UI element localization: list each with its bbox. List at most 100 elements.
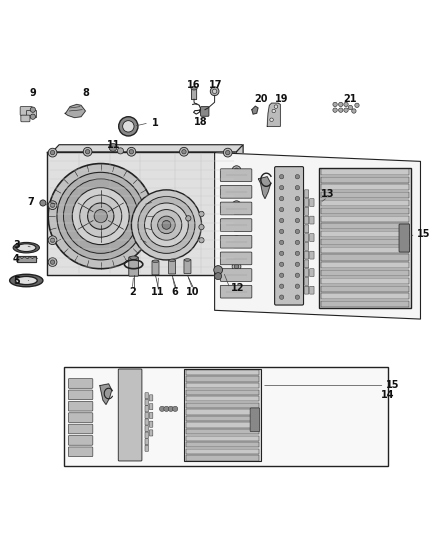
Bar [321,239,409,245]
Circle shape [355,103,359,108]
Bar [186,435,259,441]
Circle shape [333,108,337,112]
FancyBboxPatch shape [68,378,93,388]
Circle shape [295,262,300,266]
FancyBboxPatch shape [220,285,252,298]
Circle shape [272,109,276,113]
Text: 3: 3 [13,240,20,251]
Polygon shape [237,145,243,275]
FancyBboxPatch shape [118,369,142,461]
Bar [64,367,388,466]
Circle shape [279,295,284,300]
FancyBboxPatch shape [304,278,309,285]
FancyBboxPatch shape [319,168,411,308]
Circle shape [214,265,223,274]
FancyBboxPatch shape [184,369,261,462]
Ellipse shape [17,244,36,252]
Circle shape [295,185,300,190]
FancyBboxPatch shape [68,424,93,434]
Circle shape [83,147,92,156]
FancyBboxPatch shape [220,269,252,281]
Circle shape [333,102,337,107]
Circle shape [279,229,284,233]
Circle shape [234,203,239,207]
Ellipse shape [152,260,159,263]
Bar [321,286,409,292]
FancyBboxPatch shape [145,432,148,438]
Text: 4: 4 [13,254,20,264]
Polygon shape [258,177,271,199]
Circle shape [151,209,182,240]
Bar [321,262,409,268]
Text: 10: 10 [186,287,199,297]
Bar [321,254,409,261]
Bar [186,370,259,375]
FancyBboxPatch shape [149,413,153,418]
FancyBboxPatch shape [145,393,148,399]
Polygon shape [215,152,420,319]
Circle shape [40,200,46,206]
Circle shape [234,168,239,172]
Circle shape [279,197,284,201]
Text: 14: 14 [381,390,395,400]
Circle shape [279,174,284,179]
FancyBboxPatch shape [304,243,309,251]
Bar [186,390,259,395]
Text: 18: 18 [194,117,208,127]
Text: 7: 7 [27,197,34,207]
Bar [321,293,409,300]
Circle shape [30,114,35,119]
Circle shape [344,102,348,107]
Circle shape [129,150,134,154]
FancyBboxPatch shape [275,167,304,305]
Circle shape [199,224,204,230]
Circle shape [48,164,153,269]
Circle shape [158,216,175,233]
Bar [186,455,259,461]
Polygon shape [100,384,112,405]
Text: 12: 12 [231,284,245,293]
Text: 8: 8 [82,88,89,99]
Circle shape [48,148,57,157]
Text: 11: 11 [107,140,120,150]
FancyBboxPatch shape [310,199,314,206]
FancyBboxPatch shape [145,439,148,445]
Bar [186,383,259,388]
Bar [321,192,409,198]
Circle shape [279,240,284,245]
Circle shape [48,258,57,266]
FancyBboxPatch shape [304,260,309,268]
Text: 16: 16 [187,80,201,90]
FancyBboxPatch shape [68,435,93,445]
Polygon shape [17,255,36,262]
Circle shape [88,203,114,229]
Circle shape [182,150,186,154]
Bar [321,247,409,253]
Circle shape [295,295,300,300]
Bar [186,396,259,401]
Circle shape [279,251,284,255]
Text: 1: 1 [152,118,159,128]
Circle shape [226,150,230,155]
Ellipse shape [169,259,175,262]
Circle shape [85,150,90,154]
Bar [321,208,409,214]
Bar [321,200,409,206]
FancyBboxPatch shape [304,269,309,277]
Circle shape [234,238,239,243]
Bar [321,169,409,175]
Circle shape [162,221,171,229]
Text: 15: 15 [417,229,431,239]
Circle shape [186,216,191,221]
FancyBboxPatch shape [220,252,252,265]
Circle shape [48,236,57,245]
FancyBboxPatch shape [399,224,410,252]
Circle shape [168,406,173,411]
Circle shape [344,108,348,112]
Circle shape [234,264,239,269]
Ellipse shape [130,256,138,260]
Ellipse shape [13,243,39,253]
FancyBboxPatch shape [21,115,30,122]
FancyBboxPatch shape [152,261,159,275]
Circle shape [215,273,222,280]
